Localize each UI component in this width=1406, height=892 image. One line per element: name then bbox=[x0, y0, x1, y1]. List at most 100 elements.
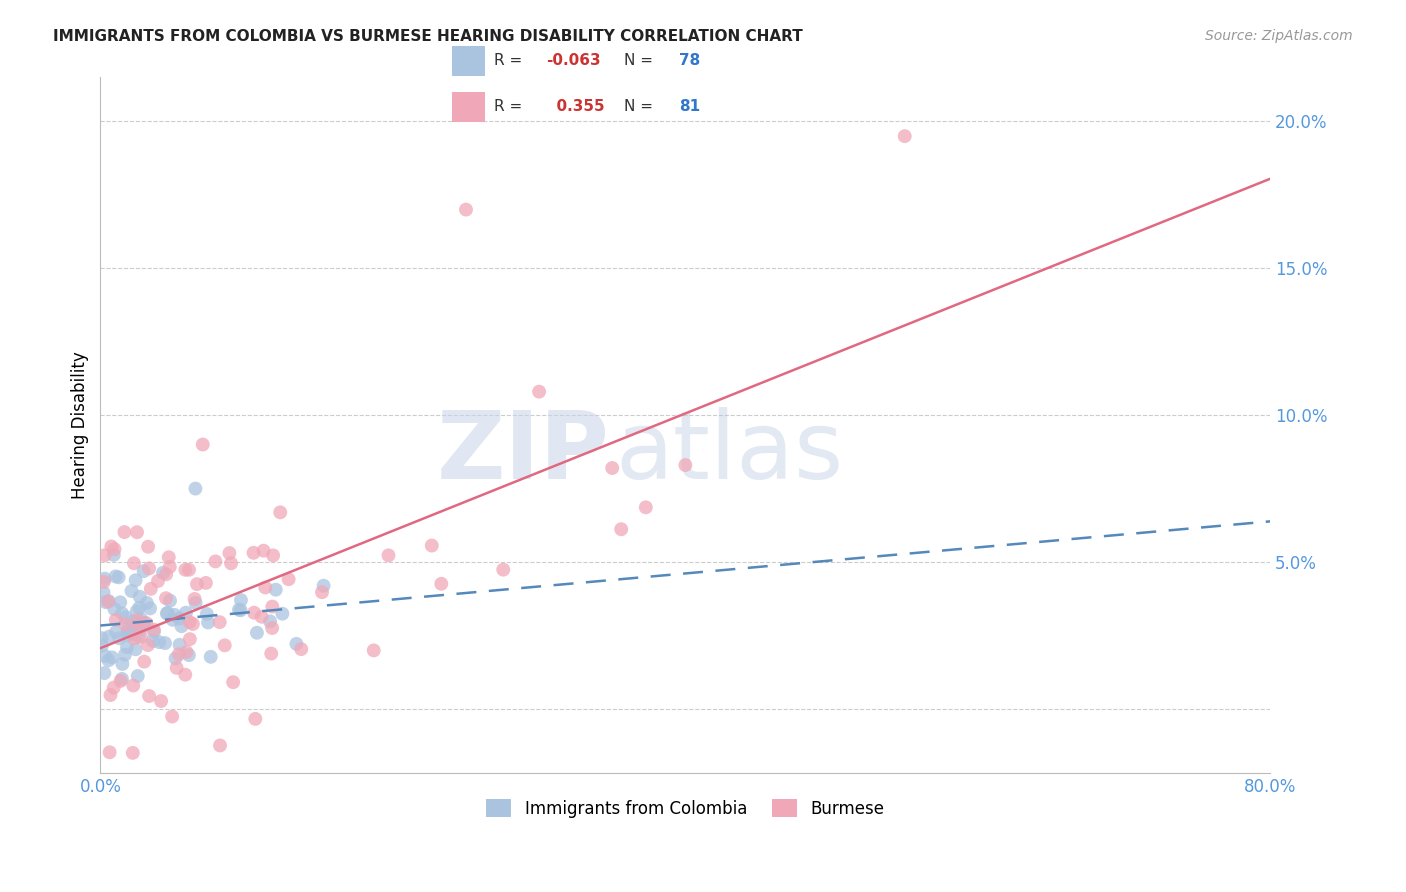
Point bbox=[610, 522, 633, 536]
Point bbox=[430, 576, 453, 591]
Point bbox=[269, 505, 291, 519]
Point bbox=[139, 582, 162, 596]
Text: 78: 78 bbox=[679, 54, 700, 69]
Point bbox=[129, 622, 152, 636]
Point bbox=[176, 645, 198, 659]
Text: IMMIGRANTS FROM COLOMBIA VS BURMESE HEARING DISABILITY CORRELATION CHART: IMMIGRANTS FROM COLOMBIA VS BURMESE HEAR… bbox=[53, 29, 803, 45]
Point bbox=[208, 615, 231, 629]
Point bbox=[177, 648, 200, 662]
Point bbox=[128, 590, 150, 604]
Point bbox=[132, 564, 155, 578]
Point bbox=[93, 574, 115, 589]
Point bbox=[127, 613, 149, 627]
Point bbox=[262, 549, 284, 563]
Point bbox=[121, 584, 143, 599]
Point bbox=[420, 539, 443, 553]
Point bbox=[142, 634, 165, 648]
Point bbox=[209, 739, 232, 753]
Point bbox=[142, 623, 165, 637]
Point bbox=[125, 604, 148, 618]
Point bbox=[277, 572, 299, 586]
Point bbox=[186, 577, 208, 591]
Point bbox=[159, 559, 181, 574]
Point bbox=[259, 615, 281, 629]
Point bbox=[104, 569, 127, 583]
Point bbox=[121, 615, 143, 629]
Point bbox=[117, 624, 139, 639]
Point bbox=[600, 461, 623, 475]
Point bbox=[312, 579, 335, 593]
Point bbox=[110, 595, 132, 609]
Point bbox=[124, 573, 146, 587]
Point bbox=[117, 620, 139, 634]
Point bbox=[181, 617, 204, 632]
Point bbox=[156, 607, 179, 621]
Point bbox=[139, 601, 162, 615]
Point bbox=[214, 638, 236, 652]
Point bbox=[527, 384, 550, 399]
Point bbox=[103, 542, 125, 557]
Point bbox=[114, 617, 136, 632]
Point bbox=[250, 609, 273, 624]
Point bbox=[222, 675, 245, 690]
Point bbox=[183, 591, 205, 606]
Point bbox=[245, 712, 267, 726]
Point bbox=[160, 709, 183, 723]
Point bbox=[194, 575, 217, 590]
Point bbox=[127, 629, 149, 643]
Point bbox=[114, 610, 136, 624]
Point bbox=[157, 550, 180, 565]
Point bbox=[93, 572, 115, 586]
Point bbox=[122, 556, 145, 570]
Point bbox=[150, 694, 173, 708]
Point bbox=[129, 630, 152, 644]
Text: N =: N = bbox=[624, 99, 658, 114]
Point bbox=[94, 595, 117, 609]
Y-axis label: Hearing Disability: Hearing Disability bbox=[72, 351, 89, 500]
Text: 81: 81 bbox=[679, 99, 700, 114]
Text: Source: ZipAtlas.com: Source: ZipAtlas.com bbox=[1205, 29, 1353, 44]
Point bbox=[143, 624, 166, 639]
Point bbox=[101, 650, 124, 665]
Point bbox=[94, 548, 117, 562]
Text: R =: R = bbox=[495, 54, 527, 69]
Point bbox=[129, 612, 152, 626]
Point bbox=[195, 607, 218, 621]
Point bbox=[169, 638, 191, 652]
Point bbox=[114, 525, 136, 540]
Point bbox=[134, 655, 156, 669]
Point bbox=[170, 619, 193, 633]
Point bbox=[100, 540, 122, 554]
Point bbox=[110, 673, 132, 688]
Point bbox=[97, 594, 120, 608]
Point bbox=[121, 626, 143, 640]
Point bbox=[104, 613, 127, 627]
Point bbox=[105, 625, 128, 640]
Point bbox=[191, 437, 214, 451]
Point bbox=[111, 607, 134, 621]
Point bbox=[243, 606, 266, 620]
Point bbox=[377, 549, 399, 563]
Point bbox=[90, 639, 112, 653]
Text: atlas: atlas bbox=[616, 408, 844, 500]
Point bbox=[159, 593, 181, 607]
Point bbox=[184, 596, 207, 610]
Point bbox=[152, 566, 174, 580]
Point bbox=[125, 525, 148, 540]
Point bbox=[229, 593, 252, 607]
Point bbox=[204, 554, 226, 568]
Text: -0.063: -0.063 bbox=[546, 54, 600, 69]
Point bbox=[136, 540, 159, 554]
Point bbox=[893, 129, 915, 144]
Point bbox=[177, 563, 200, 577]
Point bbox=[174, 606, 197, 620]
Point bbox=[246, 625, 269, 640]
Point bbox=[174, 667, 197, 681]
FancyBboxPatch shape bbox=[451, 92, 485, 122]
Point bbox=[93, 585, 115, 599]
Point bbox=[254, 581, 277, 595]
Point bbox=[107, 570, 129, 584]
Point bbox=[100, 688, 122, 702]
Point bbox=[179, 632, 201, 647]
Point bbox=[93, 666, 115, 681]
